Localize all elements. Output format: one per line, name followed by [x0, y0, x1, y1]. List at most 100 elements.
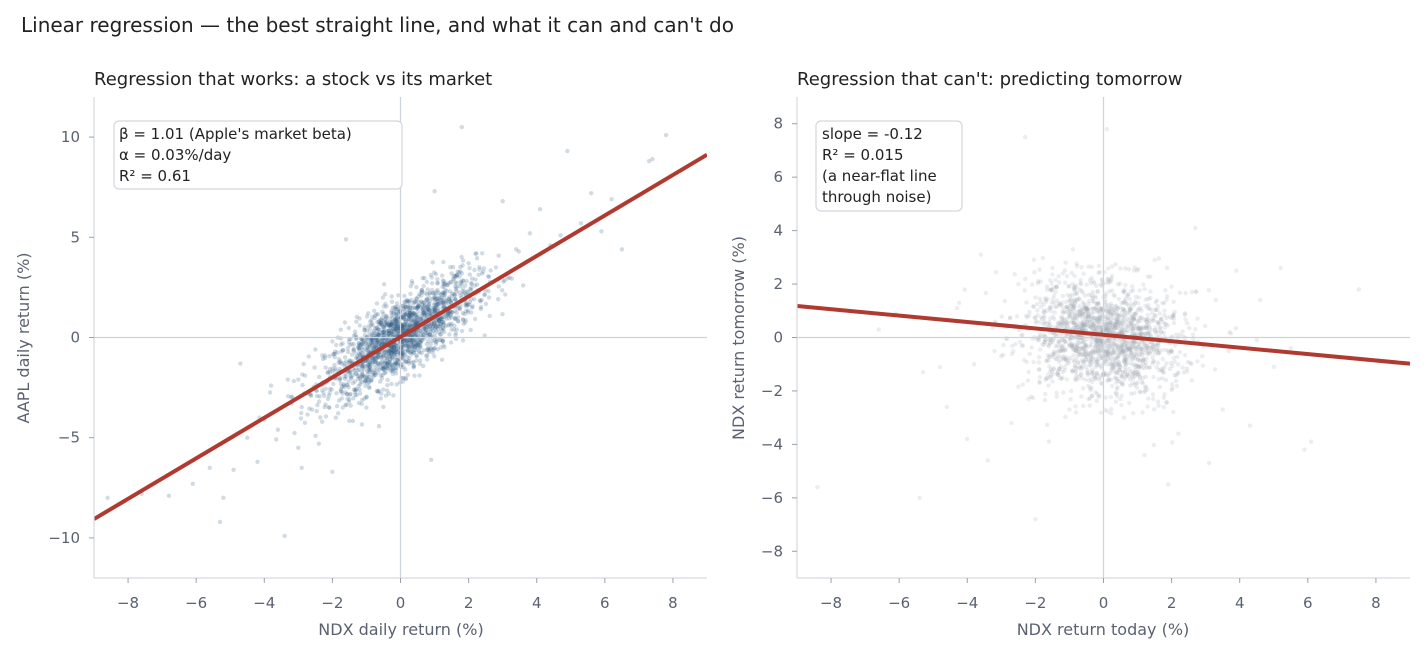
scatter-point [402, 352, 408, 358]
scatter-point [368, 323, 374, 328]
scatter-point [394, 325, 399, 331]
scatter-point [1162, 364, 1168, 370]
scatter-point [1132, 317, 1137, 322]
scatter-point [1050, 265, 1055, 271]
scatter-point [1072, 316, 1077, 321]
scatter-point [418, 305, 424, 310]
scatter-point [432, 321, 437, 326]
scatter-point [1153, 307, 1158, 312]
scatter-point [1056, 338, 1061, 344]
scatter-point [414, 299, 419, 305]
scatter-point [395, 304, 400, 309]
scatter-point [368, 377, 374, 382]
scatter-point [395, 346, 400, 352]
scatter-point [469, 276, 475, 281]
scatter-point [1077, 308, 1082, 313]
scatter-point [1129, 374, 1135, 379]
scatter-point [1069, 342, 1075, 347]
scatter-point [395, 352, 400, 357]
scatter-point [1059, 344, 1064, 349]
scatter-point [362, 332, 368, 338]
scatter-point [1119, 344, 1125, 350]
scatter-point [334, 391, 339, 396]
scatter-point [1071, 320, 1077, 325]
scatter-point [1081, 322, 1086, 328]
scatter-point [1049, 281, 1054, 286]
scatter-point [411, 344, 416, 349]
scatter-point [1077, 350, 1082, 355]
scatter-point [464, 289, 469, 294]
scatter-point [369, 321, 375, 326]
scatter-point [1087, 324, 1092, 329]
scatter-point [1085, 354, 1090, 360]
scatter-point [1099, 327, 1104, 332]
scatter-point [369, 360, 374, 366]
scatter-point [1103, 407, 1108, 412]
scatter-point [393, 361, 398, 366]
scatter-point [1093, 349, 1098, 355]
scatter-point [221, 495, 226, 500]
scatter-point [385, 348, 390, 353]
scatter-point [359, 401, 364, 406]
scatter-point [1087, 359, 1093, 364]
x-tick-label: −6 [185, 594, 207, 612]
scatter-point [1154, 298, 1160, 303]
scatter-point [442, 300, 447, 306]
scatter-point [388, 368, 393, 374]
scatter-point [1125, 311, 1130, 316]
scatter-point [1175, 354, 1180, 360]
scatter-point [446, 297, 452, 302]
scatter-point [1081, 345, 1087, 350]
scatter-point [408, 339, 414, 345]
scatter-point [370, 346, 376, 351]
scatter-point [432, 338, 437, 343]
scatter-point [409, 349, 415, 354]
scatter-point [402, 322, 408, 327]
scatter-point [962, 287, 967, 292]
scatter-point [389, 323, 395, 328]
scatter-point [411, 359, 416, 365]
scatter-point [363, 340, 368, 345]
scatter-point [1086, 315, 1092, 320]
scatter-point [1138, 324, 1143, 330]
scatter-point [396, 341, 401, 346]
scatter-point [367, 385, 372, 391]
scatter-point [1137, 389, 1143, 394]
scatter-point [1069, 344, 1074, 349]
scatter-point [400, 325, 405, 331]
scatter-point [1090, 360, 1095, 365]
scatter-point [1033, 320, 1039, 325]
scatter-point [387, 357, 393, 362]
scatter-point [377, 327, 383, 332]
scatter-point [453, 292, 458, 297]
scatter-point [1106, 350, 1111, 355]
scatter-point [282, 533, 287, 539]
scatter-point [372, 370, 377, 376]
scatter-point [1135, 373, 1141, 378]
scatter-point [357, 343, 362, 348]
scatter-point [470, 304, 475, 309]
scatter-point [1069, 292, 1074, 298]
scatter-point [1108, 320, 1113, 325]
scatter-point [1113, 324, 1118, 329]
scatter-point [1120, 317, 1126, 323]
scatter-point [1139, 365, 1144, 371]
scatter-point [496, 253, 501, 258]
y-tick-label: −5 [58, 429, 80, 447]
scatter-point [1143, 303, 1148, 308]
scatter-point [1106, 302, 1112, 308]
scatter-point [393, 361, 398, 366]
scatter-point [1113, 365, 1118, 370]
scatter-point [1158, 329, 1164, 334]
scatter-point [463, 302, 468, 307]
scatter-point [1115, 376, 1120, 382]
scatter-point [1062, 317, 1068, 322]
scatter-point [449, 310, 455, 315]
scatter-point [411, 363, 417, 368]
scatter-point [1096, 341, 1102, 346]
scatter-point [1126, 338, 1132, 344]
scatter-point [1086, 312, 1092, 317]
scatter-point [434, 305, 439, 310]
scatter-point [381, 366, 387, 371]
scatter-point [411, 350, 416, 355]
